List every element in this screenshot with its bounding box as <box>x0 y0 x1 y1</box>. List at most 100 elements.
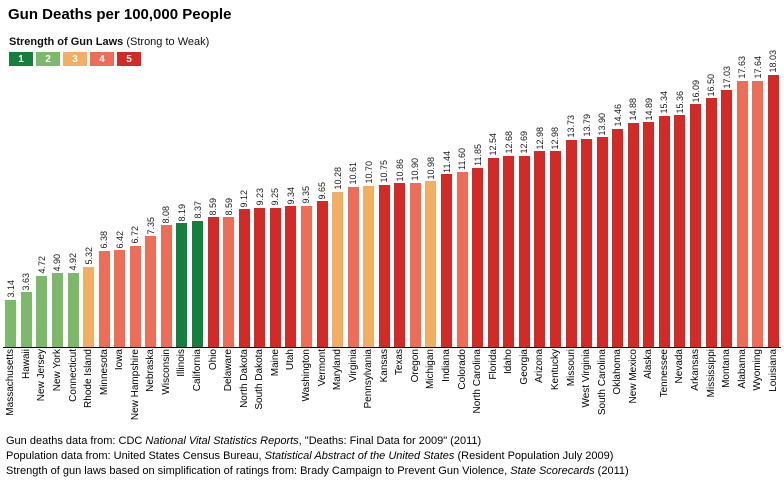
bar-column-west-virginia: 13.79 <box>579 114 595 347</box>
bar-value-label: 8.08 <box>161 205 172 224</box>
x-axis-label: Ohio <box>207 349 219 371</box>
x-axis-label: Kentucky <box>549 349 561 391</box>
bar-column-maine: 9.25 <box>268 188 284 347</box>
bar-georgia <box>518 155 530 347</box>
x-axis-label: Pennsylvania <box>363 349 375 409</box>
bar-louisiana <box>767 75 779 347</box>
x-label-cell-south-carolina: South Carolina <box>594 349 610 435</box>
bar-value-label: 3.14 <box>5 280 16 298</box>
x-label-cell-iowa: Iowa <box>112 349 128 435</box>
bar-column-georgia: 12.69 <box>517 131 533 347</box>
x-axis-label: New Mexico <box>627 349 639 404</box>
bar-value-label: 18.03 <box>768 50 779 73</box>
x-label-cell-illinois: Illinois <box>174 349 190 435</box>
x-label-cell-arizona: Arizona <box>532 349 548 435</box>
bar-column-nebraska: 7.35 <box>143 217 159 347</box>
x-axis-label: North Carolina <box>472 349 484 414</box>
bar-wisconsin <box>160 225 172 347</box>
bar-column-vermont: 9.65 <box>314 182 330 347</box>
bar-column-wyoming: 17.64 <box>750 56 766 347</box>
x-label-cell-kansas: Kansas <box>377 349 393 435</box>
bar-value-label: 14.88 <box>628 97 639 121</box>
x-axis-label: Michigan <box>425 349 437 390</box>
bar-idaho <box>503 155 515 347</box>
bar-column-pennsylvania: 10.70 <box>361 161 377 347</box>
bar-column-south-dakota: 9.23 <box>252 188 268 347</box>
x-label-cell-west-virginia: West Virginia <box>579 349 595 435</box>
x-axis-label: Wisconsin <box>160 349 172 395</box>
x-axis-label: Wyoming <box>752 349 764 391</box>
footnote-source-italic: State Scorecards <box>510 465 595 477</box>
bar-tennessee <box>658 115 670 347</box>
bar-michigan <box>425 181 437 347</box>
bar-montana <box>721 90 733 347</box>
x-axis-label: West Virginia <box>581 349 593 408</box>
bar-kansas <box>378 184 390 347</box>
bar-alaska <box>643 122 655 347</box>
x-label-cell-massachusetts: Massachusetts <box>3 349 19 435</box>
bar-value-label: 10.70 <box>363 161 374 184</box>
x-axis-label: Louisiana <box>767 349 779 392</box>
bar-value-label: 10.98 <box>425 156 436 180</box>
bar-value-label: 12.54 <box>488 133 499 156</box>
bar-indiana <box>441 174 453 347</box>
bar-column-new-hampshire: 6.72 <box>128 226 144 347</box>
footnote-text: (Resident Population July 2009) <box>454 450 614 462</box>
x-axis-label: Arizona <box>534 349 546 383</box>
footnote-line-1: Gun deaths data from: CDC National Vital… <box>6 434 629 449</box>
bar-value-label: 4.72 <box>36 256 47 274</box>
plot-area: 3.14 3.63 4.72 4.90 4.92 5.32 6.38 6.42 6.72 7.35… <box>3 0 781 348</box>
bar-value-label: 10.28 <box>332 167 343 190</box>
footnote-source-italic: National Vital Statistics Reports <box>145 435 299 447</box>
bar-rhode-island <box>83 266 95 347</box>
bar-column-mississippi: 16.50 <box>703 74 719 347</box>
chart-title: Gun Deaths per 100,000 People <box>8 6 232 23</box>
bar-value-label: 9.35 <box>301 186 312 204</box>
bar-value-label: 6.42 <box>114 230 125 249</box>
x-label-cell-mississippi: Mississippi <box>703 349 719 435</box>
bar-value-label: 17.64 <box>752 56 763 79</box>
bar-value-label: 9.34 <box>285 186 296 205</box>
x-axis-label: Iowa <box>114 349 126 371</box>
footnotes: Gun deaths data from: CDC National Vital… <box>6 434 629 479</box>
bar-column-new-jersey: 4.72 <box>34 256 50 347</box>
bar-value-label: 5.32 <box>83 247 94 265</box>
bar-column-connecticut: 4.92 <box>65 253 81 347</box>
bar-vermont <box>316 201 328 347</box>
bar-column-iowa: 6.42 <box>112 231 128 347</box>
x-axis-label: Minnesota <box>98 349 110 396</box>
bar-column-nevada: 15.36 <box>672 91 688 347</box>
x-axis-label: Florida <box>487 349 499 380</box>
bar-column-idaho: 12.68 <box>501 131 517 347</box>
bar-column-montana: 17.03 <box>719 66 735 347</box>
x-label-cell-arkansas: Arkansas <box>688 349 704 435</box>
x-axis-label: Oregon <box>409 349 421 383</box>
bar-new-jersey <box>36 275 48 347</box>
bar-column-tennessee: 15.34 <box>657 91 673 347</box>
bar-hawaii <box>20 292 32 347</box>
x-label-cell-michigan: Michigan <box>423 349 439 435</box>
x-label-cell-utah: Utah <box>283 349 299 435</box>
bar-arkansas <box>690 104 702 347</box>
legend-title: Strength of Gun Laws (Strong to Weak) <box>9 36 209 48</box>
bar-column-rhode-island: 5.32 <box>81 247 97 347</box>
x-axis-label: Virginia <box>347 349 359 383</box>
x-label-cell-nebraska: Nebraska <box>143 349 159 435</box>
x-axis-label: South Carolina <box>596 349 608 416</box>
bar-column-missouri: 13.73 <box>563 115 579 347</box>
footnote-text: (2011) <box>594 465 629 477</box>
x-label-cell-delaware: Delaware <box>221 349 237 435</box>
footnote-source-italic: Statistical Abstract of the United State… <box>264 450 455 462</box>
footnote-line-2: Population data from: United States Cens… <box>6 449 629 464</box>
x-label-cell-south-dakota: South Dakota <box>252 349 268 435</box>
x-axis-label: South Dakota <box>254 349 266 410</box>
x-label-cell-missouri: Missouri <box>563 349 579 435</box>
bar-column-north-carolina: 11.85 <box>470 144 486 347</box>
bar-column-new-york: 4.90 <box>50 254 66 347</box>
x-label-cell-idaho: Idaho <box>501 349 517 435</box>
bar-value-label: 6.38 <box>99 231 110 249</box>
bar-value-label: 4.92 <box>68 253 79 271</box>
x-label-cell-new-york: New York <box>50 349 66 435</box>
bar-column-oklahoma: 14.46 <box>610 104 626 347</box>
bar-maryland <box>332 191 344 347</box>
